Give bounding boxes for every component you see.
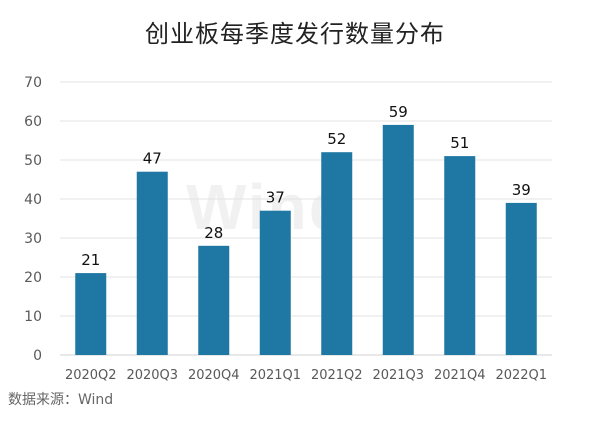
data-source-note: 数据来源：Wind xyxy=(8,392,114,408)
data-label: 51 xyxy=(450,134,469,152)
x-tick-label: 2020Q2 xyxy=(65,368,117,383)
x-tick-label: 2022Q1 xyxy=(495,368,547,383)
x-tick-label: 2021Q2 xyxy=(311,368,363,383)
bar xyxy=(505,202,537,355)
y-tick-label: 0 xyxy=(33,348,42,364)
data-label: 47 xyxy=(143,150,162,168)
data-label: 21 xyxy=(81,251,100,269)
x-tick-label: 2021Q1 xyxy=(249,368,301,383)
x-tick-label: 2020Q3 xyxy=(126,368,178,383)
x-tick-label: 2021Q4 xyxy=(434,368,486,383)
bar xyxy=(321,152,353,355)
y-tick-label: 30 xyxy=(24,231,42,247)
data-label: 37 xyxy=(266,189,285,207)
x-tick-label: 2021Q3 xyxy=(372,368,424,383)
bar xyxy=(382,124,414,356)
y-tick-label: 40 xyxy=(24,192,42,208)
bar xyxy=(75,273,107,355)
data-label: 59 xyxy=(389,103,408,121)
bar xyxy=(136,171,168,355)
data-label: 39 xyxy=(512,181,531,199)
y-tick-label: 50 xyxy=(24,153,42,169)
bar xyxy=(259,210,291,355)
y-tick-label: 70 xyxy=(24,75,42,91)
chart-title: 创业板每季度发行数量分布 xyxy=(145,20,445,48)
data-label: 28 xyxy=(204,224,223,242)
y-tick-label: 10 xyxy=(24,309,42,325)
x-tick-label: 2020Q4 xyxy=(188,368,240,383)
y-tick-label: 20 xyxy=(24,270,42,286)
bar xyxy=(198,245,230,355)
bar xyxy=(444,156,476,355)
y-tick-label: 60 xyxy=(24,114,42,130)
data-label: 52 xyxy=(327,130,346,148)
